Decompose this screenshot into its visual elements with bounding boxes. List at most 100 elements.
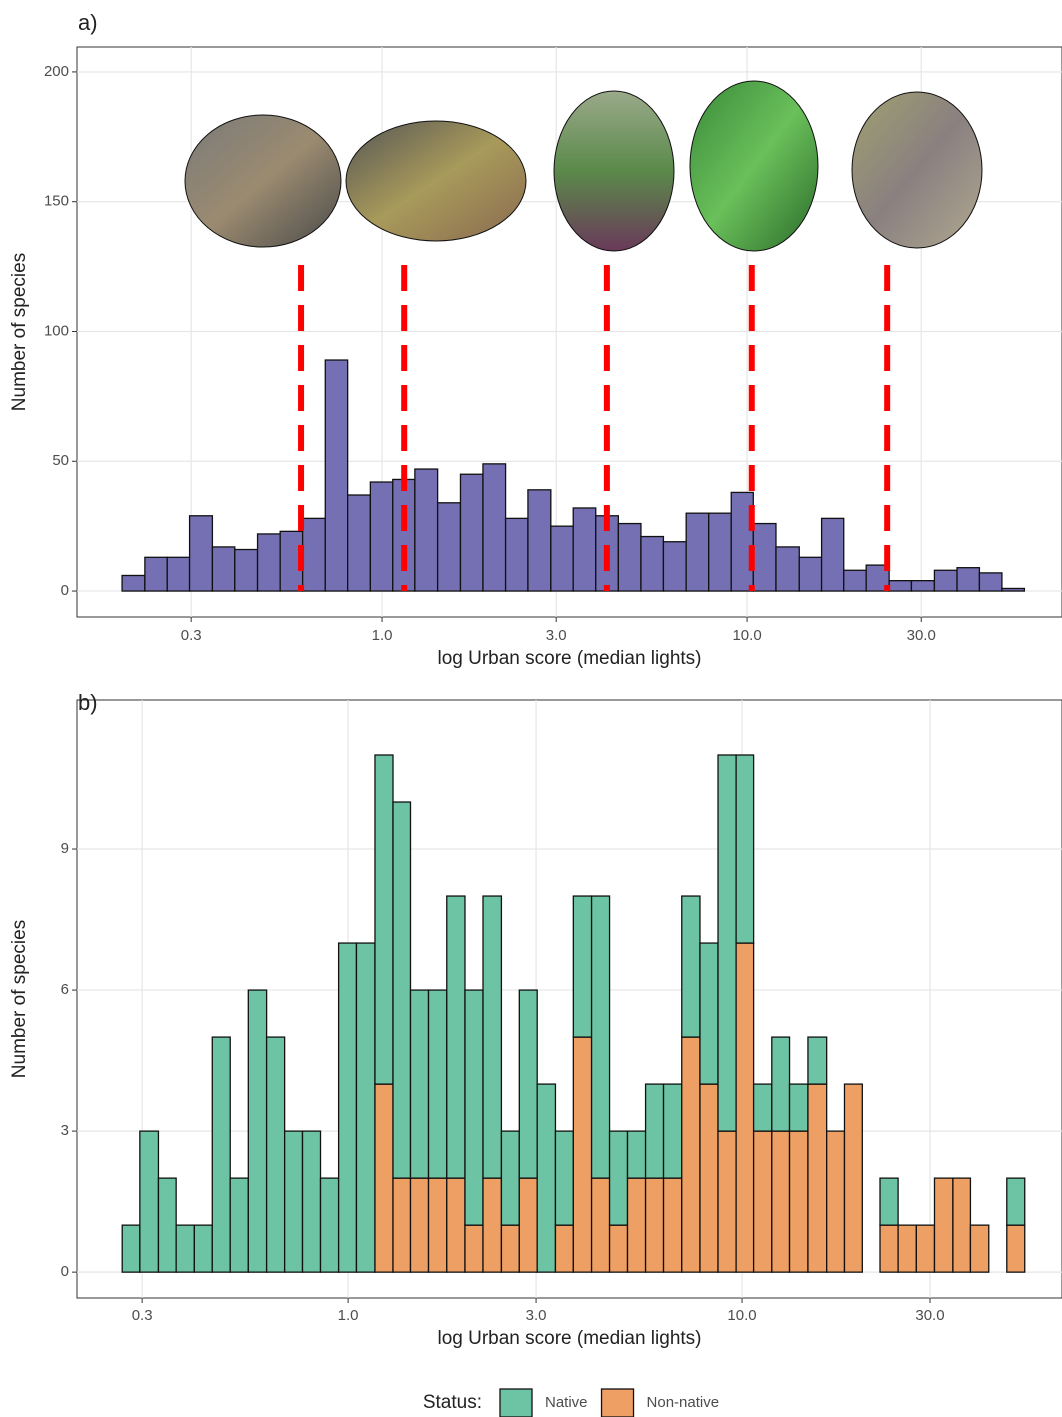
bar [682, 1037, 700, 1272]
x-axis-title: log Urban score (median lights) [437, 1328, 701, 1349]
bar [700, 943, 718, 1084]
bar [158, 1178, 176, 1272]
bar [145, 557, 167, 591]
bar [267, 1037, 285, 1272]
bar [519, 1178, 537, 1272]
photo-frog [185, 115, 341, 247]
bar [822, 518, 844, 591]
x-tick-label: 3.0 [546, 627, 567, 644]
panel-label: b) [78, 690, 98, 715]
bar [844, 1084, 862, 1272]
bar [957, 568, 979, 591]
bar [628, 1178, 646, 1272]
bar [375, 755, 393, 1084]
x-tick-label: 1.0 [372, 627, 393, 644]
bar [573, 1037, 591, 1272]
bar [248, 990, 266, 1272]
bar [438, 503, 461, 591]
bar [790, 1131, 808, 1272]
photo-plant [554, 91, 674, 251]
bar [772, 1131, 790, 1272]
legend-swatch [602, 1389, 634, 1417]
bar [979, 573, 1001, 591]
bar [190, 516, 213, 591]
x-tick-label: 30.0 [907, 627, 936, 644]
bar [429, 1178, 447, 1272]
legend-title: Status: [423, 1392, 482, 1413]
bar [506, 518, 528, 591]
bar [465, 1225, 483, 1272]
bar [718, 1131, 736, 1272]
bar [641, 537, 663, 592]
bar [718, 755, 736, 1131]
bar [592, 896, 610, 1178]
bar [790, 1084, 808, 1131]
bar [303, 518, 326, 591]
bar [953, 1178, 971, 1272]
bar [808, 1084, 827, 1272]
bar [555, 1131, 573, 1225]
photo-snake [346, 121, 526, 241]
x-tick-label: 30.0 [915, 1307, 944, 1324]
photo-knotweed [690, 81, 818, 251]
bar [646, 1178, 664, 1272]
bar [285, 1131, 303, 1272]
legend-label: Native [545, 1394, 588, 1411]
bar [844, 570, 866, 591]
bar [682, 896, 700, 1037]
bar [501, 1225, 519, 1272]
bar [610, 1131, 628, 1225]
bar [501, 1131, 519, 1225]
y-axis-title: Number of species [9, 253, 30, 411]
x-axis-title: log Urban score (median lights) [437, 648, 701, 669]
bar [628, 1131, 646, 1178]
bar [393, 802, 410, 1178]
bar [447, 1178, 465, 1272]
bar [618, 524, 641, 591]
bar [212, 547, 234, 591]
photo-squirrel [852, 92, 982, 248]
bar [934, 570, 957, 591]
bar [772, 1037, 790, 1131]
bar [686, 513, 709, 591]
bar [519, 990, 537, 1178]
bar [370, 482, 392, 591]
bar [258, 534, 281, 591]
bar [429, 990, 447, 1178]
y-tick-label: 0 [61, 1263, 69, 1280]
bar [303, 1131, 321, 1272]
figure: 0.31.03.010.030.0050100150200a)log Urban… [0, 0, 1062, 1417]
bar [889, 581, 911, 591]
bar [898, 1225, 916, 1272]
bar [573, 896, 591, 1037]
bar [167, 557, 189, 591]
bar [808, 1037, 827, 1084]
y-tick-label: 200 [44, 63, 69, 80]
bar [528, 490, 551, 591]
bar [235, 550, 258, 592]
bar [356, 943, 375, 1272]
x-tick-label: 3.0 [526, 1307, 547, 1324]
x-tick-label: 0.3 [132, 1307, 153, 1324]
bar [393, 1178, 410, 1272]
bar [664, 1178, 682, 1272]
bar [140, 1131, 159, 1272]
bar [194, 1225, 212, 1272]
bar [483, 464, 506, 591]
y-tick-label: 50 [52, 452, 69, 469]
legend-label: Non-native [647, 1394, 720, 1411]
bar [911, 581, 934, 591]
bar [1007, 1178, 1025, 1225]
x-tick-label: 10.0 [732, 627, 761, 644]
bar [415, 469, 438, 591]
bar [483, 896, 501, 1178]
bar [610, 1225, 628, 1272]
bar [880, 1178, 898, 1225]
bar [736, 943, 753, 1272]
bar [827, 1131, 845, 1272]
bar [537, 1084, 555, 1272]
x-tick-label: 1.0 [338, 1307, 359, 1324]
bar [483, 1178, 501, 1272]
panel-label: a) [78, 10, 98, 35]
bar [122, 575, 145, 591]
